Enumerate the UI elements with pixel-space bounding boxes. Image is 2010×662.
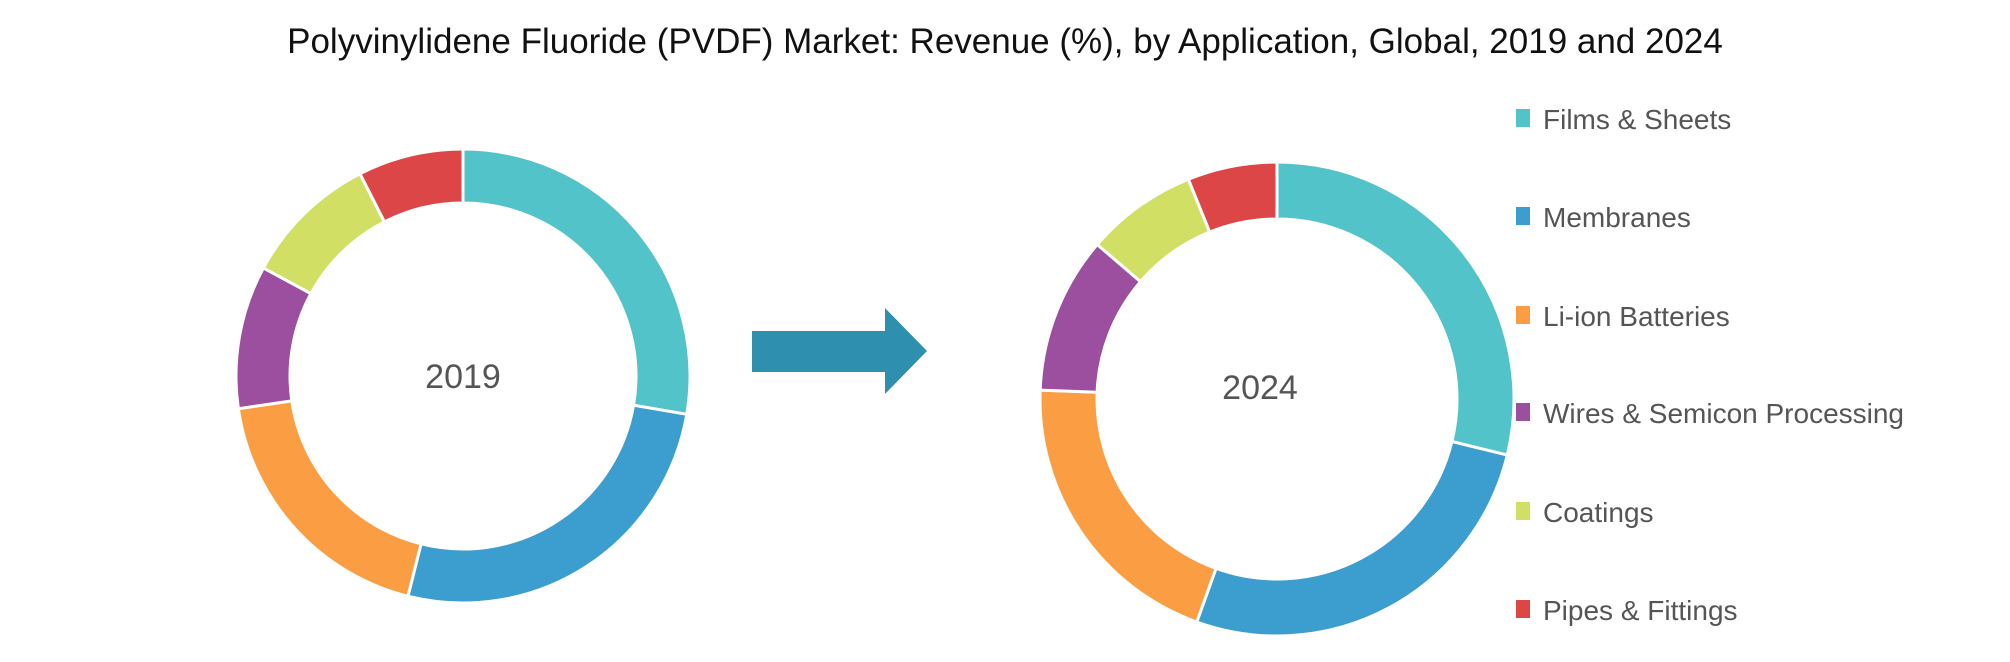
- legend-label: Li-ion Batteries: [1543, 301, 1730, 332]
- legend-swatch: [1516, 306, 1530, 324]
- legend-label: Films & Sheets: [1543, 104, 1731, 135]
- legend-swatch: [1516, 600, 1530, 618]
- arrow-icon: [752, 308, 927, 394]
- slice-2024-films-sheets: [1275, 160, 1516, 457]
- legend-swatch: [1516, 207, 1530, 225]
- slice-2024-li-ion-batteries: [1038, 388, 1218, 624]
- legend-swatch: [1516, 502, 1530, 520]
- slice-2024-pipes-fittings: [1186, 160, 1279, 235]
- donut-2024-label: 2024: [1222, 369, 1298, 407]
- slice-2019-li-ion-batteries: [236, 399, 423, 599]
- legend-swatch: [1516, 403, 1530, 421]
- slice-2019-membranes: [406, 403, 689, 605]
- slice-2019-coatings: [261, 171, 387, 296]
- slice-2024-membranes: [1194, 439, 1510, 638]
- donut-2019-label: 2019: [425, 358, 501, 396]
- legend-swatch: [1516, 109, 1530, 127]
- donut-2024: [1038, 160, 1516, 638]
- legend: Films & Sheets Membranes Li-ion Batteries W…: [1516, 104, 1904, 626]
- legend-label: Pipes & Fittings: [1543, 595, 1738, 626]
- legend-label: Wires & Semicon Processing: [1543, 398, 1904, 429]
- slice-2019-pipes-fittings: [357, 147, 465, 224]
- legend-label: Coatings: [1543, 497, 1654, 528]
- chart-title: Polyvinylidene Fluoride (PVDF) Market: R…: [287, 22, 1723, 61]
- legend-label: Membranes: [1543, 202, 1691, 233]
- donut-2019: [234, 147, 692, 605]
